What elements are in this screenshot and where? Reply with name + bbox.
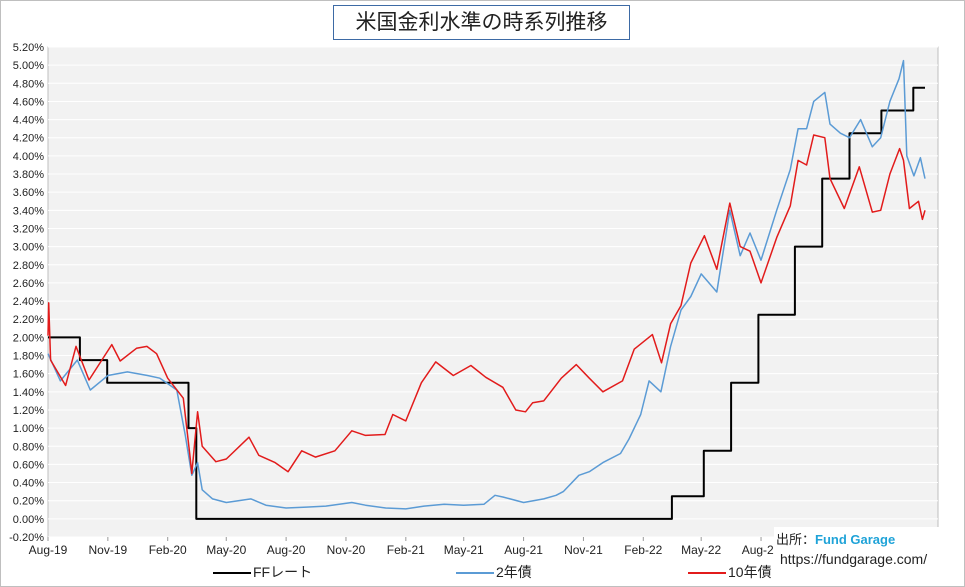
y-tick-label: 1.00% <box>13 423 44 435</box>
legend-item-10y: 10年債 <box>688 562 772 582</box>
legend-item-ff-rate: FFレート <box>213 562 312 582</box>
source-box: 出所：Fund Garage https://fundgarage.com/ <box>774 527 940 573</box>
x-axis-ticks: Aug-19 Nov-19 Feb-20 May-20 Aug-20 Nov-20 Feb-… <box>29 537 900 557</box>
y-tick-label: 5.20% <box>13 42 44 54</box>
y-tick-label: -0.20% <box>9 532 44 544</box>
y-tick-label: 1.80% <box>13 351 44 363</box>
chart-title: 米国金利水準の時系列推移 <box>333 5 630 40</box>
x-tick-label: Nov-21 <box>564 543 603 557</box>
y-tick-label: 0.40% <box>13 478 44 490</box>
series-lines <box>47 59 926 520</box>
x-tick-label: Feb-22 <box>624 543 662 557</box>
y-axis-ticks: -0.20% 0.00% 0.20% 0.40% 0.60% 0.80% 1.00% 1.20… <box>9 42 44 544</box>
x-tick-label: Feb-20 <box>149 543 187 557</box>
y-tick-label: 0.00% <box>13 514 44 526</box>
y-tick-label: 0.80% <box>13 441 44 453</box>
y-tick-label: 4.80% <box>13 78 44 90</box>
plot-area <box>47 46 939 538</box>
x-tick-label: Aug-19 <box>29 543 68 557</box>
gridlines <box>48 46 938 538</box>
y-tick-label: 4.00% <box>13 151 44 163</box>
x-tick-label: Aug-20 <box>267 543 306 557</box>
source-url[interactable]: https://fundgarage.com/ <box>780 551 928 567</box>
y-tick-label: 2.20% <box>13 314 44 326</box>
y-tick-label: 3.60% <box>13 187 44 199</box>
y-tick-label: 3.20% <box>13 223 44 235</box>
y-tick-label: 4.60% <box>13 96 44 108</box>
legend-label-ff-rate: FFレート <box>253 564 313 580</box>
legend-swatch-2y <box>456 572 494 575</box>
legend-swatch-10y <box>688 572 726 575</box>
y-tick-label: 2.00% <box>13 332 44 344</box>
legend-swatch-ff-rate <box>213 572 251 575</box>
series-line-10y-yield <box>47 134 926 475</box>
y-tick-label: 3.80% <box>13 169 44 181</box>
y-tick-label: 1.40% <box>13 387 44 399</box>
y-tick-label: 5.00% <box>13 60 44 72</box>
y-tick-label: 2.40% <box>13 296 44 308</box>
source-brand: Fund Garage <box>815 532 896 547</box>
source-label: 出所：Fund Garage <box>776 529 895 548</box>
x-tick-label: May-21 <box>444 543 484 557</box>
legend-label-2y: 2年債 <box>496 564 532 580</box>
y-tick-label: 0.60% <box>13 459 44 471</box>
source-prefix: 出所： <box>776 532 816 547</box>
y-tick-label: 2.80% <box>13 260 44 272</box>
y-tick-label: 0.20% <box>13 496 44 508</box>
y-tick-label: 4.20% <box>13 133 44 145</box>
x-tick-label: May-22 <box>681 543 721 557</box>
y-tick-label: 4.40% <box>13 115 44 127</box>
y-tick-label: 3.40% <box>13 205 44 217</box>
x-tick-label: Nov-19 <box>89 543 128 557</box>
x-tick-label: Aug-21 <box>504 543 543 557</box>
legend-item-2y: 2年債 <box>456 562 532 582</box>
x-tick-label: Feb-21 <box>387 543 425 557</box>
y-tick-label: 2.60% <box>13 278 44 290</box>
y-tick-label: 1.20% <box>13 405 44 417</box>
series-line-2y-yield <box>47 59 926 510</box>
x-tick-label: Aug-22 <box>742 543 781 557</box>
x-tick-label: May-20 <box>206 543 246 557</box>
x-tick-label: Nov-20 <box>327 543 366 557</box>
y-tick-label: 3.00% <box>13 242 44 254</box>
legend-label-10y: 10年債 <box>728 564 772 580</box>
series-line-ff-rate <box>48 86 925 520</box>
y-tick-label: 1.60% <box>13 369 44 381</box>
